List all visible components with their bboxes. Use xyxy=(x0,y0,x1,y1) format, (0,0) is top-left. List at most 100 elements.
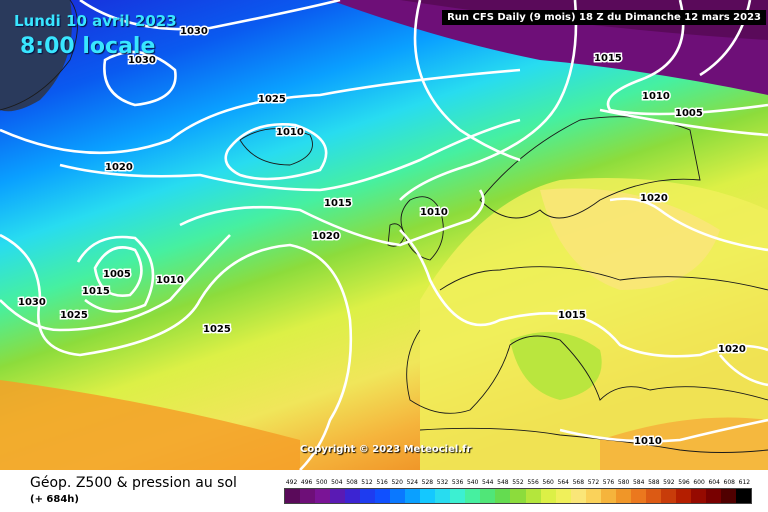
isobar-line xyxy=(399,0,578,201)
legend-value: 496 xyxy=(300,479,313,486)
legend-value: 532 xyxy=(436,479,449,486)
isobar-label: 1010 xyxy=(642,91,670,102)
legend-swatch xyxy=(570,489,586,503)
isobar-label: 1020 xyxy=(718,344,746,355)
isobar-label: 1015 xyxy=(324,198,352,209)
z500-orange-southeast xyxy=(600,417,768,470)
legend-swatch xyxy=(465,489,481,503)
coast-greenland xyxy=(0,0,78,111)
map-title: Géop. Z500 & pression au sol xyxy=(30,475,237,491)
isobar-line xyxy=(399,229,768,358)
legend-swatch xyxy=(420,489,436,503)
coast-britain xyxy=(400,196,444,261)
legend-value: 512 xyxy=(361,479,373,486)
legend-swatch xyxy=(660,489,676,503)
isobar-line xyxy=(718,354,768,387)
legend-value: 608 xyxy=(723,479,735,486)
z500-green-italy xyxy=(510,332,602,400)
isobar-label: 1005 xyxy=(675,108,703,119)
isobar-line xyxy=(224,123,328,181)
isobar-label: 1010 xyxy=(420,207,448,218)
legend-value: 560 xyxy=(542,479,554,486)
isobar-line xyxy=(79,0,341,31)
isobar-label: 1005 xyxy=(103,269,131,280)
legend-swatch xyxy=(390,489,406,503)
legend-swatch xyxy=(645,489,661,503)
legend-swatch xyxy=(495,489,511,503)
isobar-line xyxy=(59,118,521,192)
legend-swatch xyxy=(540,489,556,503)
legend-value: 604 xyxy=(708,479,720,486)
legend-value: 564 xyxy=(557,479,569,486)
isobar-label: 1020 xyxy=(312,231,340,242)
legend-swatch xyxy=(315,489,331,503)
legend-value: 516 xyxy=(376,479,388,486)
isobar-line xyxy=(606,0,768,116)
legend-swatch xyxy=(705,489,721,503)
legend-swatch xyxy=(435,489,451,503)
legend-value: 540 xyxy=(466,479,479,486)
legend-swatch xyxy=(405,489,421,503)
legend-swatch xyxy=(690,489,706,503)
isobar-line xyxy=(76,235,155,313)
legend-value: 596 xyxy=(678,479,690,486)
legend-swatch xyxy=(450,489,466,503)
legend-value: 600 xyxy=(693,479,705,486)
legend-value: 504 xyxy=(331,479,343,486)
isobar-label-group: 1030 1030 1025 1010 1020 1015 1020 1010 … xyxy=(17,25,748,449)
legend-swatch xyxy=(525,489,541,503)
isobar-label: 1030 xyxy=(128,55,156,66)
isobar-line xyxy=(93,246,143,297)
isobar-line xyxy=(179,189,485,247)
isobar-label: 1010 xyxy=(276,127,304,138)
isobar-line xyxy=(413,0,521,162)
legend-value: 612 xyxy=(738,479,751,486)
isobar-label: 1010 xyxy=(634,436,662,447)
forecast-lead-time: (+ 684h) xyxy=(30,494,79,505)
legend-value: 528 xyxy=(421,479,434,486)
legend-swatch xyxy=(630,489,646,503)
legend-value: 552 xyxy=(512,479,524,486)
greenland-land xyxy=(0,0,72,112)
legend-value: 524 xyxy=(406,479,419,486)
isobar-label: 1020 xyxy=(640,193,668,204)
isobar-label: 1015 xyxy=(594,53,622,64)
copyright-text: Copyright © 2023 Meteociel.fr xyxy=(300,444,472,455)
legend-value: 544 xyxy=(482,479,494,486)
legend-value: 568 xyxy=(572,479,585,486)
z500-orange-southwest xyxy=(0,380,300,470)
legend-swatch xyxy=(720,489,736,503)
weather-map: 1030 1030 1025 1010 1020 1015 1020 1010 … xyxy=(0,0,768,470)
legend-swatch xyxy=(345,489,361,503)
isobar-line xyxy=(103,50,177,107)
isobar-label: 1010 xyxy=(156,275,184,286)
legend-value: 500 xyxy=(316,479,328,486)
coast-scandinavia xyxy=(479,116,701,219)
legend-value: 556 xyxy=(527,479,539,486)
forecast-time: 8:00 locale xyxy=(20,34,156,59)
legend-value: 580 xyxy=(617,479,630,486)
legend-swatch xyxy=(480,489,496,503)
footer-bar: Géop. Z500 & pression au sol (+ 684h) 49… xyxy=(0,470,768,512)
isobar-label: 1030 xyxy=(18,297,46,308)
isobar-line xyxy=(699,0,752,77)
legend-value: 536 xyxy=(451,479,464,486)
isobar-label: 1020 xyxy=(105,162,133,173)
isobar-label: 1025 xyxy=(203,324,231,335)
legend-swatch xyxy=(285,489,301,503)
legend-value: 572 xyxy=(587,479,600,486)
legend-value: 584 xyxy=(632,479,645,486)
legend-swatch xyxy=(555,489,571,503)
isobar-label: 1030 xyxy=(180,26,208,37)
isobar-line xyxy=(0,234,231,332)
legend-swatch xyxy=(330,489,346,503)
legend-value: 588 xyxy=(648,479,660,486)
legend-value: 508 xyxy=(346,479,358,486)
legend-value: 492 xyxy=(285,479,298,486)
coast-iceland xyxy=(239,128,313,166)
legend-value: 548 xyxy=(497,479,509,486)
legend-swatch xyxy=(360,489,376,503)
z500-light-yellow xyxy=(540,188,720,290)
legend-swatch xyxy=(585,489,601,503)
